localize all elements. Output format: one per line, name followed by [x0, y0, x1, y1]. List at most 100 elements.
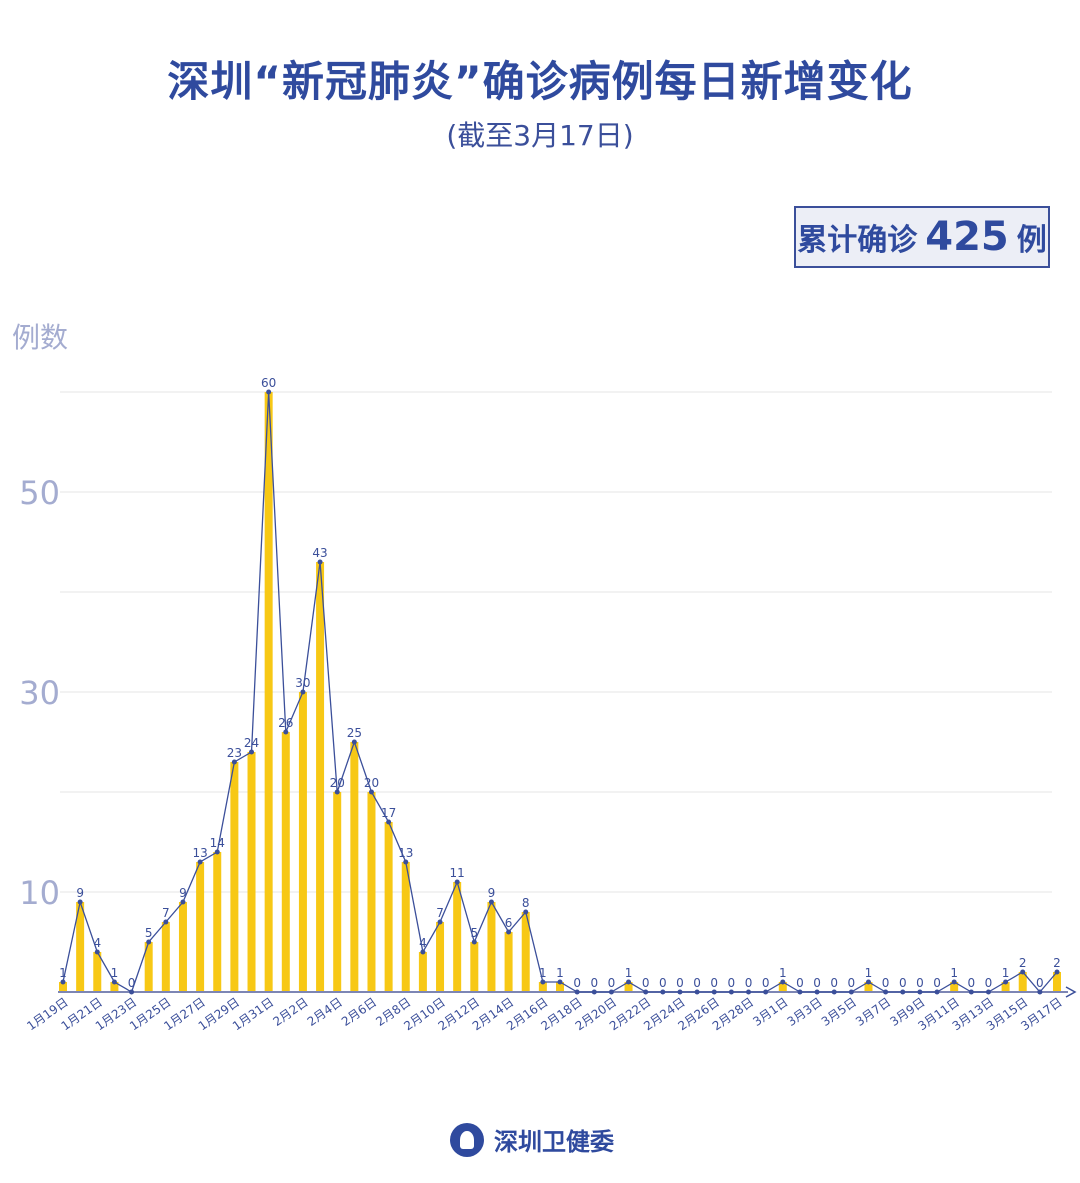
- chart-subtitle: (截至3月17日): [446, 119, 634, 152]
- data-point: [985, 989, 991, 995]
- data-point: [574, 989, 580, 995]
- x-tick-label: 2月6日: [339, 995, 379, 1029]
- data-label: 13: [398, 846, 413, 860]
- data-label: 0: [916, 976, 924, 990]
- data-point: [94, 949, 100, 955]
- bar: [556, 982, 564, 992]
- x-tick-label: 2月4日: [305, 995, 345, 1029]
- bar: [384, 822, 393, 992]
- data-label: 0: [830, 976, 838, 990]
- badge-total: 425: [925, 214, 1009, 260]
- footer-org: 深圳卫健委: [494, 1128, 614, 1156]
- chart-title: 深圳“新冠肺炎”确诊病例每日新增变化: [167, 57, 913, 106]
- data-point: [883, 989, 889, 995]
- data-label: 0: [899, 976, 907, 990]
- data-point: [283, 729, 289, 735]
- x-tick-label: 3月3日: [785, 995, 825, 1029]
- data-label: 24: [244, 736, 259, 750]
- bar: [1053, 972, 1061, 992]
- data-label: 23: [227, 746, 242, 760]
- data-label: 20: [330, 776, 345, 790]
- data-label: 5: [145, 926, 153, 940]
- data-label: 4: [419, 936, 427, 950]
- data-point: [1037, 989, 1043, 995]
- data-label: 0: [128, 976, 136, 990]
- bar: [418, 952, 427, 992]
- y-tick-label: 10: [19, 874, 60, 912]
- data-point: [917, 989, 923, 995]
- data-point: [934, 989, 940, 995]
- data-label: 30: [295, 676, 310, 690]
- x-axis-arrow-icon: [1065, 986, 1077, 998]
- data-point: [420, 949, 426, 955]
- data-label: 1: [950, 966, 958, 980]
- bar: [487, 902, 496, 992]
- data-point: [454, 879, 460, 885]
- data-point: [591, 989, 597, 995]
- bar: [247, 752, 256, 992]
- data-point: [111, 979, 117, 985]
- bar: [196, 862, 205, 992]
- data-label: 0: [796, 976, 804, 990]
- bar: [161, 922, 170, 992]
- bar: [178, 902, 187, 992]
- data-point: [506, 929, 512, 935]
- bar: [538, 982, 547, 992]
- data-label: 26: [278, 716, 293, 730]
- data-point: [763, 989, 769, 995]
- data-point: [900, 989, 906, 995]
- data-point: [146, 939, 152, 945]
- data-point: [968, 989, 974, 995]
- data-label: 0: [676, 976, 684, 990]
- data-point: [368, 789, 374, 795]
- data-label: 13: [192, 846, 207, 860]
- badge-suffix: 例: [1016, 223, 1047, 258]
- data-point: [1020, 969, 1026, 975]
- data-point: [129, 989, 135, 995]
- bar: [76, 902, 85, 992]
- data-label: 9: [179, 886, 187, 900]
- data-point: [197, 859, 203, 865]
- data-label: 1: [59, 966, 67, 980]
- bar: [778, 982, 787, 992]
- bar: [281, 732, 290, 992]
- data-point: [403, 859, 409, 865]
- badge-prefix: 累计确诊: [797, 223, 918, 258]
- y-tick-label: 30: [19, 674, 60, 712]
- data-point: [711, 989, 717, 995]
- data-label: 1: [539, 966, 547, 980]
- y-tick-label: 50: [19, 474, 60, 512]
- bar: [1018, 972, 1027, 992]
- bar: [367, 792, 376, 992]
- data-label: 1: [111, 966, 119, 980]
- data-label: 0: [659, 976, 667, 990]
- data-label: 60: [261, 376, 276, 390]
- data-point: [557, 979, 563, 985]
- bar: [298, 692, 307, 992]
- data-point: [266, 389, 272, 395]
- data-label: 0: [848, 976, 856, 990]
- data-label: 0: [762, 976, 770, 990]
- data-label: 11: [450, 866, 465, 880]
- org-logo-icon: [450, 1122, 484, 1157]
- bar: [470, 942, 479, 992]
- data-point: [386, 819, 392, 825]
- data-point: [643, 989, 649, 995]
- bar: [401, 862, 410, 992]
- data-label: 1: [625, 966, 633, 980]
- data-label: 0: [728, 976, 736, 990]
- x-tick-label: 3月5日: [819, 995, 859, 1029]
- data-point: [471, 939, 477, 945]
- data-label: 0: [573, 976, 581, 990]
- bar: [864, 982, 873, 992]
- data-point: [797, 989, 803, 995]
- bar: [350, 742, 359, 992]
- footer: 深圳卫健委: [450, 1122, 614, 1157]
- data-point: [334, 789, 340, 795]
- data-label: 43: [312, 546, 327, 560]
- bar: [93, 952, 102, 992]
- x-tick-label: 3月7日: [853, 995, 893, 1029]
- data-point: [626, 979, 632, 985]
